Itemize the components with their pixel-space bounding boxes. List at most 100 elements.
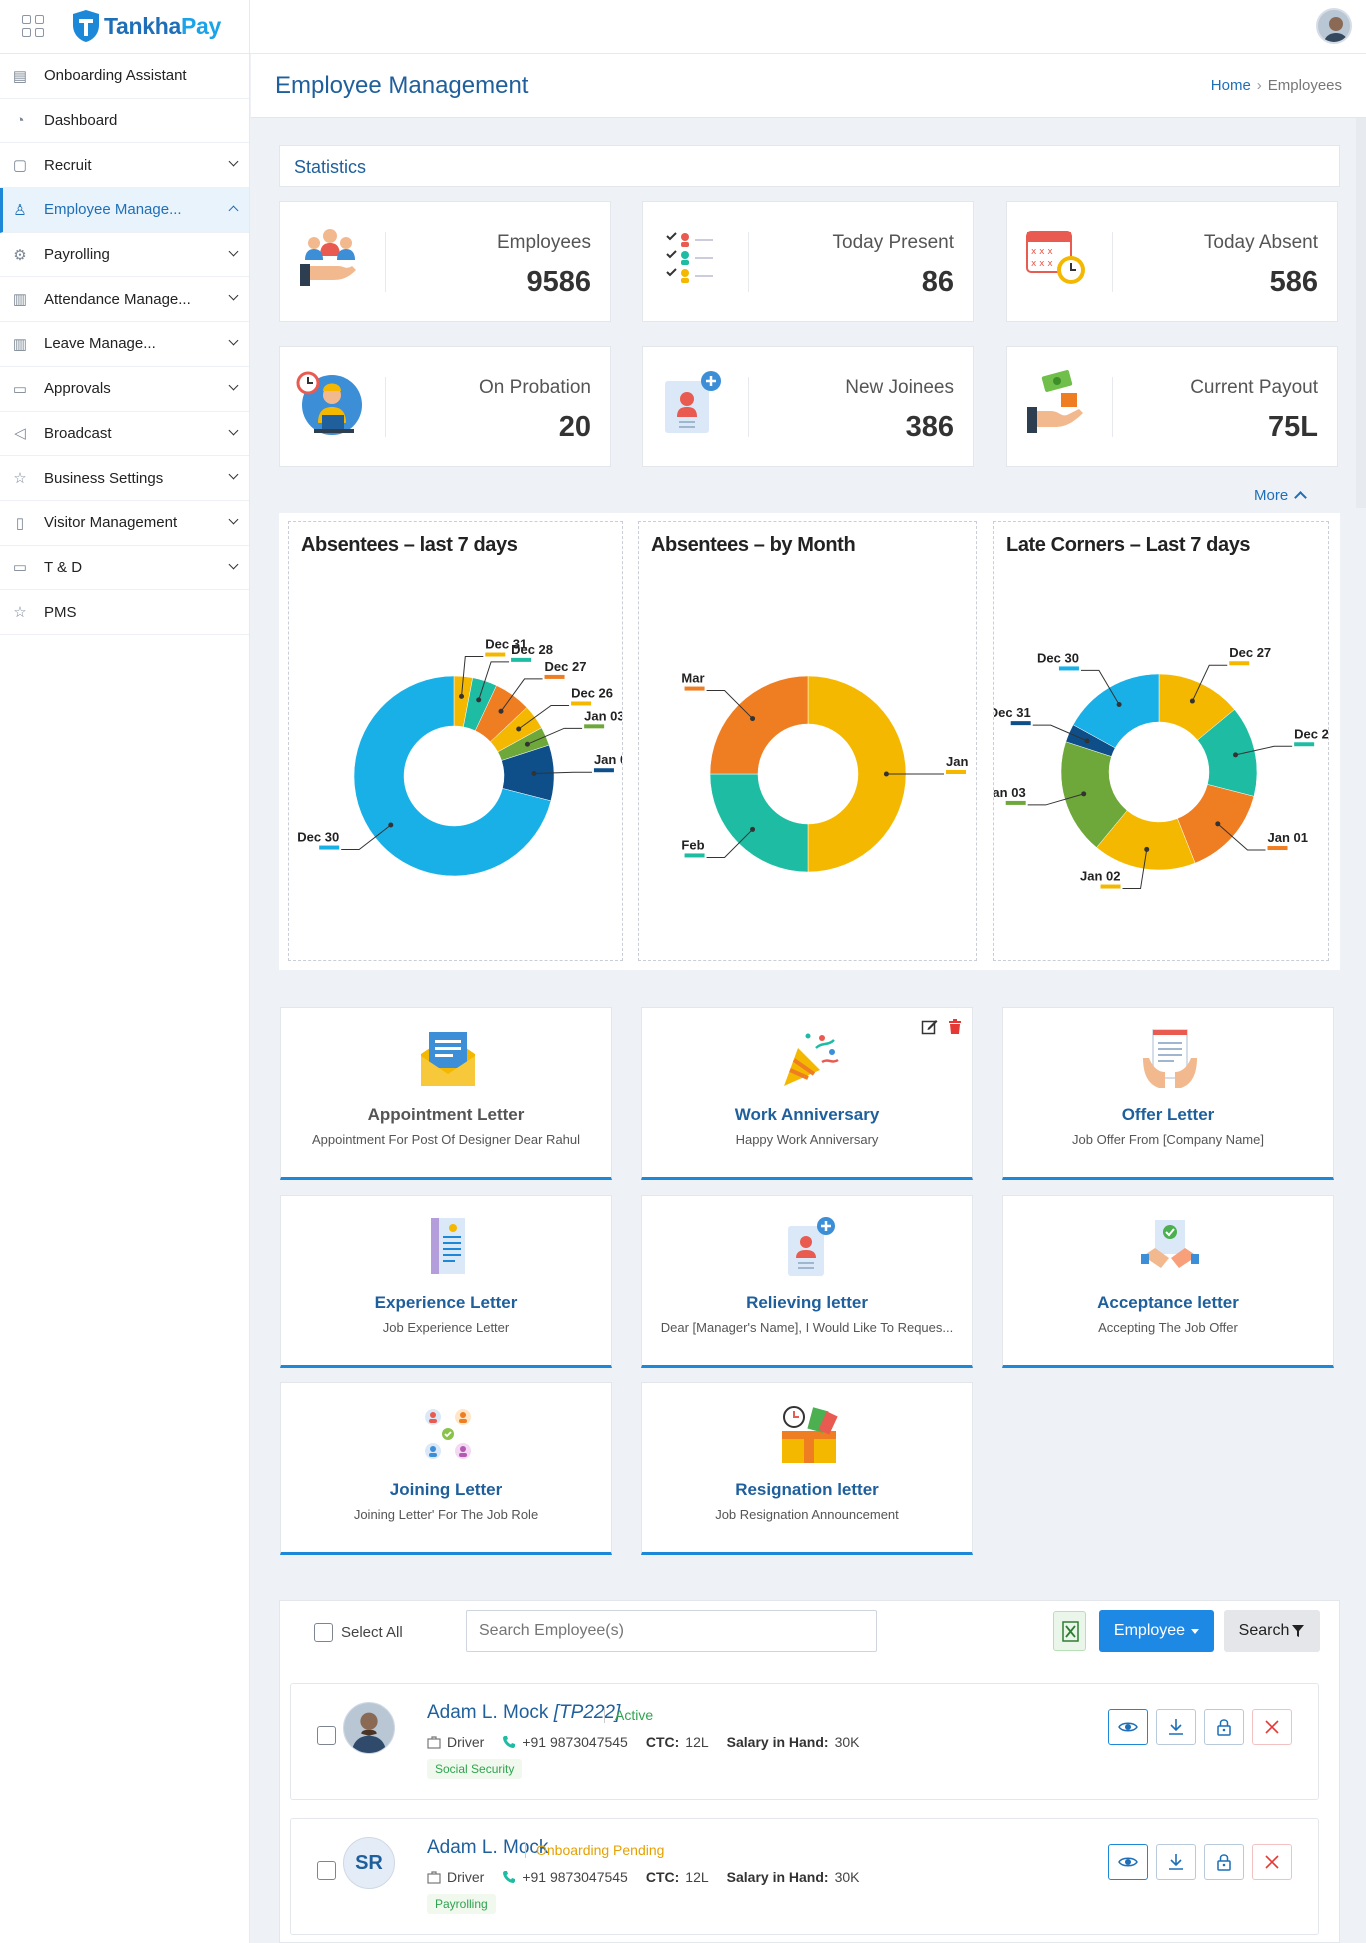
leader-dot [459, 693, 465, 699]
leader-dot [524, 741, 530, 747]
letter-card-offer[interactable]: Offer Letter Job Offer From [Company Nam… [1002, 1007, 1334, 1180]
remove-button[interactable] [1252, 1709, 1292, 1745]
letter-card-joining[interactable]: Joining Letter Joining Letter' For The J… [280, 1382, 612, 1555]
stat-card-new-joinees[interactable]: New Joinees 386 [642, 346, 974, 467]
letter-card-acceptance[interactable]: Acceptance letter Accepting The Job Offe… [1002, 1195, 1334, 1368]
letter-card-relieving[interactable]: Relieving letter Dear [Manager's Name], … [641, 1195, 973, 1368]
stat-card-today-absent[interactable]: x x x x x x Today Absent 586 [1006, 201, 1338, 322]
stat-card-current-payout[interactable]: Current Payout 75L [1006, 346, 1338, 467]
logo-text[interactable]: TankhaPay [104, 13, 221, 40]
sidebar-item-t-d[interactable]: ▭ T & D [0, 546, 249, 591]
stat-card-on-probation[interactable]: On Probation 20 [279, 346, 611, 467]
leader-dot [516, 726, 522, 732]
letter-subtitle: Job Experience Letter [382, 1320, 510, 1335]
donut-slice-mar[interactable] [709, 675, 809, 775]
employee-dropdown-button[interactable]: Employee [1099, 1610, 1214, 1652]
chevron-down-icon[interactable] [228, 559, 239, 570]
page-header: Employee Management Home › Employees [251, 54, 1366, 118]
ctc-value: 12L [685, 1734, 709, 1750]
slice-label-swatch [1229, 661, 1250, 666]
leader-dot [750, 826, 756, 832]
row-actions [1108, 1844, 1292, 1880]
edit-icon[interactable] [921, 1018, 938, 1035]
chevron-down-icon[interactable] [228, 156, 239, 167]
sidebar-item-broadcast[interactable]: ◁ Broadcast [0, 412, 249, 457]
chart-absentees-by-month: Absentees – by Month Jan Feb Mar [638, 521, 977, 961]
letter-card-appointment[interactable]: Appointment Letter Appointment For Post … [280, 1007, 612, 1180]
dashboard-icon: ◔ [15, 112, 25, 130]
select-all-checkbox[interactable] [314, 1623, 333, 1642]
employee-name[interactable]: Adam L. Mock [TP222] [427, 1702, 620, 1724]
sidebar-item-employee-manage[interactable]: ♙ Employee Manage... [0, 188, 249, 233]
sidebar-item-visitor-management[interactable]: ▯ Visitor Management [0, 501, 249, 546]
stat-divider [1112, 377, 1113, 437]
sidebar-item-pms[interactable]: ☆ PMS [0, 590, 249, 635]
lock-button[interactable] [1204, 1709, 1244, 1745]
stat-card-employees[interactable]: Employees 9586 [279, 201, 611, 322]
search-filter-button[interactable]: Search [1224, 1610, 1320, 1652]
chart-title: Late Corners – Last 7 days [1006, 534, 1251, 556]
leader-line [518, 704, 570, 730]
leader-line [500, 678, 543, 712]
sidebar-item-approvals[interactable]: ▭ Approvals [0, 367, 249, 412]
download-button[interactable] [1156, 1709, 1196, 1745]
remove-button[interactable] [1252, 1844, 1292, 1880]
slice-label-swatch [1100, 884, 1121, 889]
chevron-down-icon[interactable] [228, 425, 239, 435]
phone-icon [503, 1871, 516, 1883]
letter-subtitle: Job Offer From [Company Name] [1072, 1132, 1264, 1147]
filter-icon [1292, 1625, 1305, 1637]
lock-button[interactable] [1204, 1844, 1244, 1880]
chevron-down-icon[interactable] [228, 469, 239, 480]
chevron-down-icon[interactable] [228, 246, 239, 257]
sidebar-item-attendance-manage[interactable]: ▥ Attendance Manage... [0, 277, 249, 323]
more-toggle-link[interactable]: More [1254, 487, 1308, 504]
employee-row-checkbox[interactable] [317, 1726, 336, 1745]
letter-card-experience[interactable]: Experience Letter Job Experience Letter [280, 1195, 612, 1368]
employee-row-checkbox[interactable] [317, 1861, 336, 1880]
download-button[interactable] [1156, 1844, 1196, 1880]
view-button[interactable] [1108, 1709, 1148, 1745]
sidebar-item-onboarding-assistant[interactable]: ▤ Onboarding Assistant [0, 54, 249, 99]
chevron-down-icon[interactable] [228, 514, 239, 525]
checklist-icon [666, 232, 713, 283]
trash-icon[interactable] [948, 1018, 962, 1035]
sidebar-item-recruit[interactable]: ▢ Recruit [0, 143, 249, 189]
employee-row[interactable]: Adam L. Mock [TP222] Active Driver +91 9… [290, 1683, 1319, 1800]
donut-slice-dec-30[interactable] [353, 675, 552, 877]
letter-card-work-anniversary[interactable]: Work Anniversary Happy Work Anniversary [641, 1007, 973, 1180]
gear-icon: ⚙ [13, 246, 27, 264]
donut-slice-jan[interactable] [807, 675, 907, 873]
folder-icon: ▭ [12, 559, 28, 577]
sidebar-item-business-settings[interactable]: ☆ Business Settings [0, 456, 249, 501]
avatar: SR [343, 1837, 395, 1889]
logo-shield-icon [73, 10, 99, 42]
chevron-down-icon[interactable] [228, 380, 239, 391]
sidebar-item-payrolling[interactable]: ⚙ Payrolling [0, 233, 249, 278]
chevron-down-icon[interactable] [228, 290, 239, 301]
employee-row[interactable]: SR Adam L. Mock Onboarding Pending Drive… [290, 1818, 1319, 1935]
chevron-down-icon[interactable] [228, 335, 239, 346]
envelope-letter-icon [421, 1032, 475, 1086]
breadcrumb-home-link[interactable]: Home [1210, 77, 1251, 94]
donut-slice-feb[interactable] [709, 773, 809, 873]
letter-card-resignation[interactable]: Resignation letter Job Resignation Annou… [641, 1382, 973, 1555]
page-scrollbar[interactable] [1356, 118, 1366, 508]
leader-line [461, 656, 484, 697]
select-all[interactable]: Select All [314, 1623, 403, 1642]
search-employee-input[interactable] [466, 1610, 877, 1652]
user-avatar[interactable] [1316, 8, 1352, 44]
donut-slice-dec-30[interactable] [1072, 673, 1160, 749]
employee-name[interactable]: Adam L. Mock [427, 1837, 548, 1859]
excel-export-button[interactable] [1053, 1611, 1086, 1651]
sidebar-item-dashboard[interactable]: ◔ Dashboard [0, 99, 249, 144]
employee-phone: +91 9873047545 [522, 1869, 628, 1885]
app-grid-icon[interactable] [22, 15, 44, 37]
stat-value: 20 [558, 411, 591, 443]
view-button[interactable] [1108, 1844, 1148, 1880]
chevron-up-icon[interactable] [228, 205, 239, 216]
stat-card-today-present[interactable]: Today Present 86 [642, 201, 974, 322]
sidebar-item-leave-manage[interactable]: ▥ Leave Manage... [0, 322, 249, 367]
salary-value: 30K [834, 1869, 860, 1885]
stat-divider [1112, 232, 1113, 292]
